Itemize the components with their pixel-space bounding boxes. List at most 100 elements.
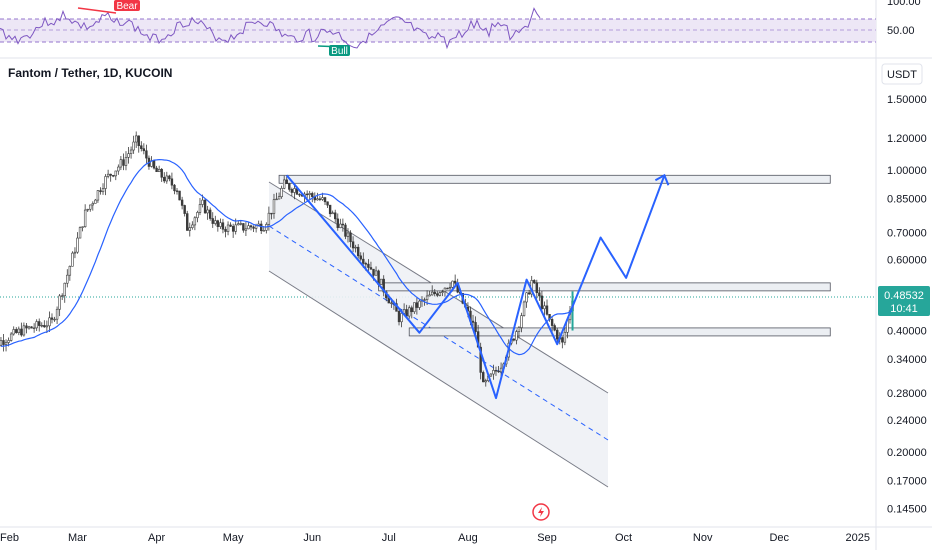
candle-up — [134, 135, 138, 143]
candle-down — [415, 302, 419, 308]
candle-up — [543, 305, 546, 310]
candle-up — [68, 265, 72, 276]
candle-down — [30, 326, 33, 329]
candle-down — [298, 193, 301, 196]
candle-down — [142, 148, 146, 152]
candle-up — [188, 227, 191, 231]
candle-up — [196, 212, 199, 219]
resistance-zone[interactable] — [278, 174, 831, 184]
candle-up — [247, 225, 250, 230]
resistance-zone[interactable] — [408, 327, 831, 337]
price-tick-label: 0.24000 — [887, 415, 927, 427]
price-tick-label: 0.85000 — [887, 193, 927, 205]
candle-down — [359, 255, 362, 260]
candle-down — [561, 337, 564, 343]
candle-up — [165, 175, 169, 182]
candle-up — [257, 223, 260, 226]
candle-down — [471, 320, 475, 323]
candle-down — [362, 258, 365, 264]
candle-down — [397, 311, 401, 323]
time-tick-label: Jul — [382, 532, 396, 544]
candle-up — [428, 294, 431, 297]
candle-down — [367, 263, 370, 268]
candle-up — [413, 302, 416, 313]
candle-down — [216, 220, 220, 227]
candle-up — [60, 295, 64, 297]
candle-up — [443, 287, 447, 292]
candle-up — [96, 190, 100, 201]
ma-layer — [0, 158, 573, 356]
candle-down — [497, 370, 500, 373]
candle-up — [12, 329, 15, 335]
candle-up — [280, 187, 283, 198]
currency-button[interactable]: USDT — [881, 63, 923, 85]
candle-down — [436, 293, 439, 296]
time-tick-label: Oct — [615, 532, 632, 544]
candle-down — [145, 150, 148, 159]
price-tick-label: 0.28000 — [887, 388, 927, 400]
candle-down — [270, 212, 273, 215]
candle-down — [382, 278, 385, 293]
price-tick-label: 1.50000 — [887, 94, 927, 106]
candle-up — [127, 153, 130, 158]
candle-up — [423, 299, 426, 301]
candle-up — [354, 246, 357, 249]
candle-down — [453, 280, 457, 284]
candle-down — [323, 197, 327, 203]
candle-down — [318, 198, 322, 200]
candle-down — [494, 370, 498, 372]
candle-up — [45, 325, 49, 328]
candle-up — [379, 278, 383, 285]
candle-up — [104, 176, 107, 189]
candle-up — [132, 141, 135, 151]
candle-up — [40, 325, 43, 327]
projection-layer — [285, 173, 670, 400]
candle-up — [55, 308, 59, 320]
candle-up — [331, 212, 334, 215]
bear-label-bg — [114, 0, 140, 11]
candle-up — [492, 370, 495, 375]
candle-down — [405, 309, 408, 317]
candle-down — [163, 176, 166, 182]
candle-down — [349, 232, 352, 243]
candle-up — [58, 295, 61, 310]
candle-up — [244, 228, 248, 231]
candle-up — [86, 208, 89, 211]
candle-down — [112, 175, 115, 177]
candle-down — [137, 135, 140, 147]
candle-down — [109, 173, 112, 176]
candle-up — [390, 302, 393, 304]
candle-down — [545, 305, 549, 315]
candle-down — [372, 268, 375, 276]
time-tick-label: Dec — [769, 532, 789, 544]
candle-down — [482, 372, 485, 383]
candle-down — [173, 184, 176, 192]
time-axis[interactable]: Feb Mar Apr May Jun Jul Aug Sep Oct Nov Dec 2025 — [0, 532, 870, 544]
candle-down — [160, 168, 163, 178]
candle-down — [341, 223, 345, 226]
candle-down — [474, 322, 477, 332]
candle-down — [178, 190, 181, 201]
price-tick-label: 0.34000 — [887, 354, 927, 366]
price-tick-label: 0.60000 — [887, 254, 927, 266]
candle-down — [369, 267, 373, 270]
currency-label: USDT — [887, 69, 917, 81]
candle-down — [285, 179, 288, 185]
rsi-line — [0, 7, 541, 50]
candle-up — [48, 317, 51, 327]
rsi-tick-label: 50.00 — [887, 25, 915, 37]
resistance-zone[interactable] — [378, 282, 831, 292]
candle-up — [32, 327, 36, 329]
candle-up — [448, 286, 452, 289]
candle-down — [288, 183, 291, 190]
candle-down — [538, 292, 541, 297]
candle-up — [277, 196, 281, 200]
candle-down — [43, 325, 46, 328]
candle-up — [275, 198, 278, 201]
candle-up — [66, 274, 69, 284]
candle-up — [9, 333, 13, 341]
projection-path[interactable] — [285, 174, 666, 400]
lightning-icon[interactable] — [532, 503, 550, 521]
